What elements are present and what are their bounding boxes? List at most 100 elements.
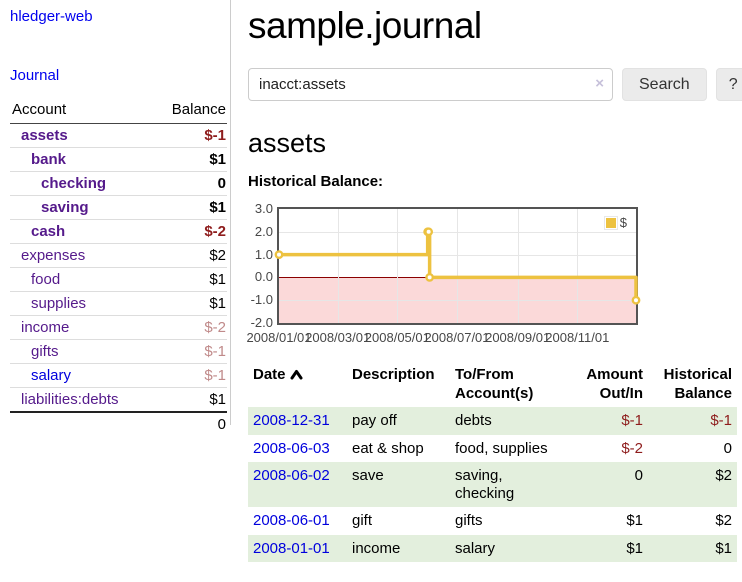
transaction-description: income	[352, 539, 401, 557]
transaction-amount: $-1	[621, 412, 643, 429]
account-link[interactable]: income	[21, 319, 70, 336]
transaction-description: save	[352, 467, 384, 484]
search-button[interactable]: Search	[622, 68, 707, 101]
transaction-description: gift	[352, 512, 373, 529]
y-axis-tick-label: 3.0	[254, 201, 273, 216]
account-link[interactable]: assets	[21, 127, 68, 144]
data-point-marker	[425, 273, 435, 282]
transaction-row[interactable]: 2008-12-31 pay off debts $-1 $-1	[248, 407, 737, 435]
account-balance: $1	[152, 267, 227, 292]
account-heading: assets	[248, 128, 327, 158]
x-axis-tick-label: 2008/05/01	[364, 330, 430, 345]
v-gridline	[397, 209, 399, 323]
account-row: gifts $-1	[10, 339, 227, 364]
y-axis-tick-label: 0.0	[254, 269, 273, 285]
account-link[interactable]: liabilities:debts	[21, 391, 119, 408]
transaction-date-link[interactable]: 2008-06-02	[253, 467, 330, 484]
account-link[interactable]: supplies	[31, 295, 87, 312]
page-title: sample.journal	[248, 5, 482, 46]
account-link[interactable]: checking	[41, 175, 107, 192]
x-axis-tick-label: 2008/07/01	[424, 330, 490, 345]
y-axis-tick-label: -1.0	[250, 292, 273, 308]
search-input[interactable]	[248, 68, 613, 101]
account-row: salary $-1	[10, 363, 227, 388]
app-brand-link[interactable]: hledger-web	[10, 8, 93, 25]
account-row: cash $-2	[10, 219, 227, 244]
data-point-marker	[424, 227, 434, 237]
account-balance: $1	[152, 387, 227, 412]
accounts-header-account: Account	[10, 97, 153, 124]
account-row: supplies $1	[10, 291, 227, 316]
register-table: Date Description To/From Account(s) Amou…	[248, 363, 737, 562]
legend-label: $	[619, 215, 627, 230]
account-row: income $-2	[10, 315, 227, 340]
account-balance: $-2	[152, 219, 227, 244]
transaction-amount: $1	[626, 539, 643, 557]
account-link[interactable]: saving	[41, 199, 89, 216]
column-header-balance: Historical Balance	[663, 366, 732, 402]
column-header-date[interactable]: Date	[248, 363, 347, 407]
chart-legend: $	[603, 215, 627, 230]
balance-chart: $ 3.0 2.0 1.0 0.0 -1.0 -2.0 2008/01/01 2008/03/…	[246, 201, 738, 350]
accounts-header-balance: Balance	[152, 97, 227, 124]
transaction-accounts: food, supplies	[455, 439, 548, 457]
x-axis-tick-label: 2008/11/01	[545, 330, 610, 345]
v-gridline	[457, 209, 458, 323]
register-header-row: Date Description To/From Account(s) Amou…	[248, 363, 737, 407]
account-link[interactable]: gifts	[31, 343, 59, 360]
search-form: × Search ?	[248, 68, 742, 101]
transaction-date-link[interactable]: 2008-06-03	[253, 439, 330, 457]
transaction-row[interactable]: 2008-06-02 save saving, checking 0 $2	[248, 462, 737, 507]
transaction-description: pay off	[352, 412, 397, 429]
transaction-description: eat & shop	[352, 439, 424, 457]
transaction-accounts: debts	[455, 412, 492, 429]
transaction-amount: $-2	[621, 439, 643, 457]
chart-plot-area: $	[274, 207, 641, 325]
chart-title: Historical Balance:	[248, 173, 384, 190]
account-link[interactable]: bank	[31, 151, 67, 168]
account-link[interactable]: food	[31, 271, 61, 288]
account-row: expenses $2	[10, 243, 227, 268]
account-balance: $-2	[152, 315, 227, 340]
account-balance: 0	[152, 171, 227, 196]
help-button[interactable]: ?	[715, 68, 742, 101]
account-balance: $-1	[152, 339, 227, 364]
x-axis-tick-label: 2008/01/01	[246, 330, 312, 345]
column-header-accounts: To/From Account(s)	[455, 366, 534, 402]
transaction-accounts: gifts	[455, 512, 483, 529]
nav-journal-link[interactable]: Journal	[10, 67, 60, 84]
accounts-total-row: 0	[10, 411, 227, 436]
transaction-row[interactable]: 2008-01-01 income salary $1 $1	[248, 534, 737, 562]
column-header-amount: Amount Out/In	[586, 366, 643, 402]
transaction-row[interactable]: 2008-06-01 gift gifts $1 $2	[248, 507, 737, 535]
account-link[interactable]: cash	[31, 223, 66, 240]
transaction-accounts: saving, checking	[455, 467, 515, 502]
data-point-marker	[631, 295, 641, 305]
account-row: assets $-1	[10, 124, 227, 148]
sort-ascending-icon	[290, 370, 303, 380]
account-link[interactable]: salary	[31, 367, 72, 384]
data-point-marker	[274, 250, 284, 259]
transaction-balance: $2	[715, 512, 732, 529]
accounts-total-value: 0	[10, 411, 227, 436]
transaction-accounts: salary	[455, 539, 496, 557]
account-balance: $1	[152, 291, 227, 316]
transaction-amount: 0	[634, 467, 643, 484]
account-balance: $1	[152, 147, 227, 172]
balance-series-line	[274, 227, 641, 305]
v-gridline	[517, 209, 519, 323]
sidebar: hledger-web Journal Account Balance asse…	[0, 0, 231, 436]
transaction-date-link[interactable]: 2008-12-31	[253, 412, 330, 429]
x-axis-tick-label: 2008/03/01	[305, 330, 371, 345]
account-balance: $-1	[152, 363, 227, 388]
account-row: food $1	[10, 267, 227, 292]
y-axis-tick-label: 2.0	[254, 223, 273, 239]
clear-search-icon[interactable]: ×	[595, 75, 604, 92]
account-link[interactable]: expenses	[21, 247, 86, 264]
accounts-balance-table: Account Balance assets $-1 bank $1 checking 0…	[10, 97, 227, 436]
legend-swatch-icon	[603, 215, 618, 230]
account-row: liabilities:debts $1	[10, 387, 227, 412]
transaction-date-link[interactable]: 2008-06-01	[253, 512, 330, 529]
transaction-row[interactable]: 2008-06-03 eat & shop food, supplies $-2 0	[248, 435, 737, 463]
transaction-date-link[interactable]: 2008-01-01	[253, 539, 330, 557]
